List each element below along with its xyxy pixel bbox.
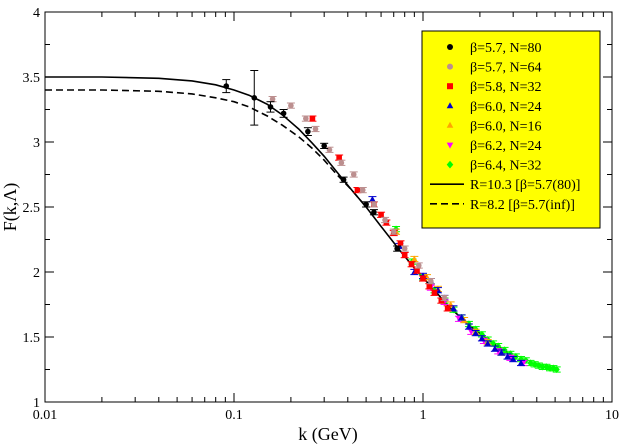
- x-axis: 0.01 0.1 1 10: [33, 12, 619, 423]
- x-tick-label: 1: [420, 408, 427, 423]
- data-point: [428, 278, 434, 284]
- data-point: [411, 255, 418, 262]
- legend-entry: β=5.7, N=64: [470, 61, 542, 76]
- legend-marker: [446, 121, 454, 128]
- curve-dashed: [45, 89, 367, 208]
- data-point: [267, 104, 274, 110]
- data-point: [504, 353, 511, 359]
- data-point: [336, 154, 342, 161]
- data-point: [371, 209, 377, 215]
- data-point: [321, 143, 327, 149]
- legend-box: [421, 30, 601, 229]
- data-point: [490, 339, 497, 348]
- data-point: [553, 365, 560, 374]
- legend-marker: [447, 63, 453, 70]
- legend-marker: [446, 142, 454, 149]
- legend-entry: β=5.8, N=32: [470, 80, 542, 95]
- x-tick-label: 10: [605, 408, 619, 423]
- data-point: [280, 110, 287, 117]
- y-axis-label: F(k,Λ): [0, 183, 21, 232]
- legend-marker: [447, 83, 453, 90]
- data-point: [394, 245, 400, 252]
- curve-solid: [45, 76, 514, 358]
- legend-entry: β=6.0, N=24: [470, 100, 542, 115]
- data-point: [510, 355, 517, 362]
- data-point: [354, 187, 361, 193]
- y-tick-label: 1: [33, 396, 40, 411]
- y-tick-label: 3.5: [23, 71, 41, 86]
- data-point: [498, 349, 505, 355]
- data-point: [543, 363, 550, 371]
- data-point: [491, 345, 498, 351]
- data-point: [484, 340, 491, 346]
- data-point: [309, 115, 316, 122]
- data-point: [350, 171, 357, 178]
- legend: β=5.7, N=80 β=5.7, N=64 β=5.8, N=32 β=6.0, …: [421, 30, 601, 229]
- data-point: [371, 201, 377, 208]
- data-point: [539, 363, 546, 371]
- legend-marker: [447, 44, 453, 50]
- data-point: [390, 228, 397, 235]
- data-point: [326, 147, 333, 153]
- legend-entry: β=5.7, N=80: [470, 41, 542, 56]
- data-point: [369, 195, 376, 202]
- data-point: [527, 359, 534, 367]
- legend-entry: R=8.2 [β=5.7(inf)]: [470, 198, 575, 213]
- data-point: [401, 252, 408, 258]
- data-point: [535, 361, 542, 370]
- legend-entry: β=6.4, N=32: [470, 159, 542, 174]
- x-tick-label: 0.1: [225, 408, 243, 423]
- data-point: [251, 95, 258, 101]
- data-point: [450, 305, 457, 311]
- data-point: [458, 314, 465, 320]
- data-point: [414, 267, 420, 274]
- data-point: [546, 364, 554, 372]
- data-point: [408, 261, 415, 267]
- data-point: [472, 329, 479, 336]
- data-point: [478, 330, 486, 339]
- fit-curves: [45, 76, 514, 358]
- data-point: [312, 126, 319, 132]
- data-point: [382, 217, 388, 223]
- data-point: [431, 290, 438, 296]
- data-point: [478, 334, 486, 341]
- data-point: [288, 102, 294, 109]
- y-axis: 1 1.5 2 2.5 3 3.5 4: [23, 6, 612, 411]
- data-point: [415, 262, 422, 269]
- data-point: [517, 359, 525, 366]
- data-point: [441, 295, 448, 301]
- y-tick-label: 2.5: [23, 201, 41, 216]
- data-point: [303, 115, 309, 122]
- data-point: [378, 212, 384, 218]
- y-tick-label: 4: [33, 6, 40, 21]
- data-points: [222, 70, 561, 374]
- data-point: [444, 305, 451, 312]
- data-point: [340, 176, 347, 183]
- legend-marker: [446, 102, 454, 109]
- legend-entry: R=10.3 [β=5.7(80)]: [470, 178, 580, 193]
- y-tick-label: 3: [33, 136, 40, 151]
- legend-marker: [446, 160, 454, 169]
- data-point: [305, 128, 311, 135]
- data-point: [465, 323, 473, 329]
- data-point: [363, 201, 369, 208]
- data-point: [359, 187, 366, 193]
- data-point: [397, 240, 404, 247]
- y-tick-label: 2: [33, 266, 40, 281]
- data-point: [401, 245, 408, 252]
- y-tick-label: 1.5: [23, 331, 41, 346]
- data-point: [426, 283, 433, 290]
- data-point: [420, 275, 426, 282]
- x-axis-label: k (GeV): [298, 424, 357, 445]
- data-point: [531, 360, 538, 368]
- data-point: [269, 96, 276, 102]
- data-point: [223, 83, 230, 89]
- legend-entry: β=6.0, N=16: [470, 119, 542, 134]
- legend-entry: β=6.2, N=24: [470, 139, 542, 154]
- data-point: [338, 160, 345, 166]
- data-point: [517, 355, 525, 363]
- x-tick-label: 0.01: [33, 408, 58, 423]
